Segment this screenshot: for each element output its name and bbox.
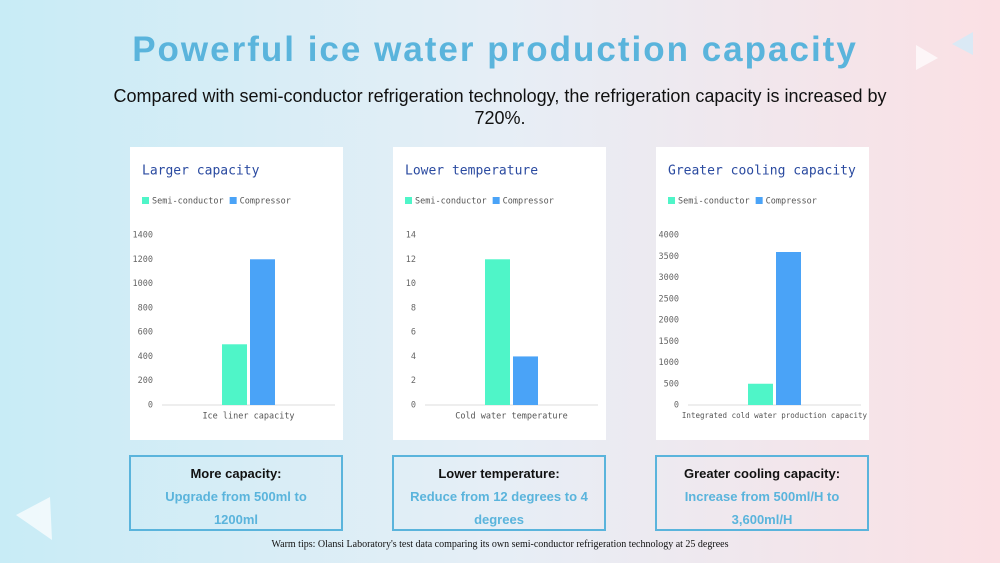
chart: Larger capacity Semi-conductor Compressor 0…: [133, 164, 335, 422]
legend-label: Semi-conductor: [152, 197, 224, 207]
bar: [222, 344, 247, 405]
chart-title: Larger capacity: [142, 164, 260, 179]
y-tick-label: 0: [148, 401, 153, 411]
footnote: Warm tips: Olansi Laboratory's test data…: [271, 539, 729, 550]
y-tick-label: 1200: [133, 255, 153, 265]
bar: [776, 252, 801, 405]
y-tick-label: 1000: [133, 279, 153, 289]
title: Powerful ice water production capacity: [132, 30, 858, 69]
chart-title: Greater cooling capacity: [668, 164, 856, 179]
legend-swatch: [229, 197, 237, 204]
y-tick-label: 1000: [659, 358, 679, 368]
legend-swatch: [492, 197, 500, 204]
y-tick-label: 6: [411, 328, 416, 338]
y-tick-label: 1400: [133, 231, 153, 241]
y-tick-label: 2000: [659, 316, 679, 326]
bar: [250, 259, 275, 405]
legend-swatch: [405, 197, 412, 204]
legend-label: Semi-conductor: [678, 197, 750, 207]
y-tick-label: 10: [406, 279, 416, 289]
info-card: Greater cooling capacity: Increase from 5…: [655, 455, 869, 531]
card-heading: More capacity:: [190, 466, 282, 481]
x-tick-label: Integrated cold water production capacit…: [682, 411, 868, 420]
card-text: Increase from 500ml/H to 3,600ml/H: [684, 489, 840, 527]
legend-swatch: [668, 197, 675, 204]
y-tick-label: 4: [411, 352, 416, 362]
chart: Greater cooling capacity Semi-conductor Co…: [659, 164, 868, 421]
bar: [748, 383, 773, 405]
legend-label: Semi-conductor: [415, 197, 487, 207]
y-tick-label: 400: [138, 352, 153, 362]
y-tick-label: 200: [138, 376, 153, 386]
card-text: Reduce from 12 degrees to 4 degrees: [410, 489, 588, 527]
legend-label: Compressor: [503, 197, 554, 207]
chart-panel: Greater cooling capacity Semi-conductor Co…: [656, 147, 869, 440]
info-card: More capacity: Upgrade from 500ml to 1200…: [129, 455, 343, 531]
legend-label: Compressor: [240, 197, 291, 207]
x-tick-label: Ice liner capacity: [202, 412, 294, 422]
y-tick-label: 3500: [659, 252, 679, 262]
chart-panel: Lower temperature Semi-conductor Compresso…: [393, 147, 606, 440]
card-heading: Greater cooling capacity:: [683, 466, 841, 481]
subtitle: Compared with semi-conductor refrigerati…: [113, 86, 887, 128]
y-tick-label: 2: [411, 376, 416, 386]
y-tick-label: 8: [411, 303, 416, 313]
triangle: [16, 497, 52, 540]
y-tick-label: 600: [138, 328, 153, 338]
bar: [485, 259, 510, 405]
y-tick-label: 1500: [659, 337, 679, 347]
y-tick-label: 2500: [659, 294, 679, 304]
triangle: [916, 45, 938, 70]
chart: Lower temperature Semi-conductor Compresso…: [405, 164, 598, 422]
x-tick-label: Cold water temperature: [455, 412, 568, 422]
y-tick-label: 4000: [659, 231, 679, 241]
card-heading: Lower temperature:: [438, 466, 560, 481]
y-tick-label: 14: [406, 231, 416, 241]
legend-swatch: [755, 197, 763, 204]
y-tick-label: 12: [406, 255, 416, 265]
bar: [513, 356, 538, 405]
y-tick-label: 800: [138, 303, 153, 313]
legend-label: Compressor: [766, 197, 817, 207]
chart-title: Lower temperature: [405, 164, 538, 179]
triangle: [952, 32, 973, 55]
info-card: Lower temperature: Reduce from 12 degrees…: [392, 455, 606, 531]
legend-swatch: [142, 197, 149, 204]
chart-panel: Larger capacity Semi-conductor Compressor 0…: [130, 147, 343, 440]
y-tick-label: 500: [664, 379, 679, 389]
card-text: Upgrade from 500ml to 1200ml: [165, 489, 307, 527]
y-tick-label: 0: [674, 401, 679, 411]
y-tick-label: 3000: [659, 273, 679, 283]
y-tick-label: 0: [411, 401, 416, 411]
